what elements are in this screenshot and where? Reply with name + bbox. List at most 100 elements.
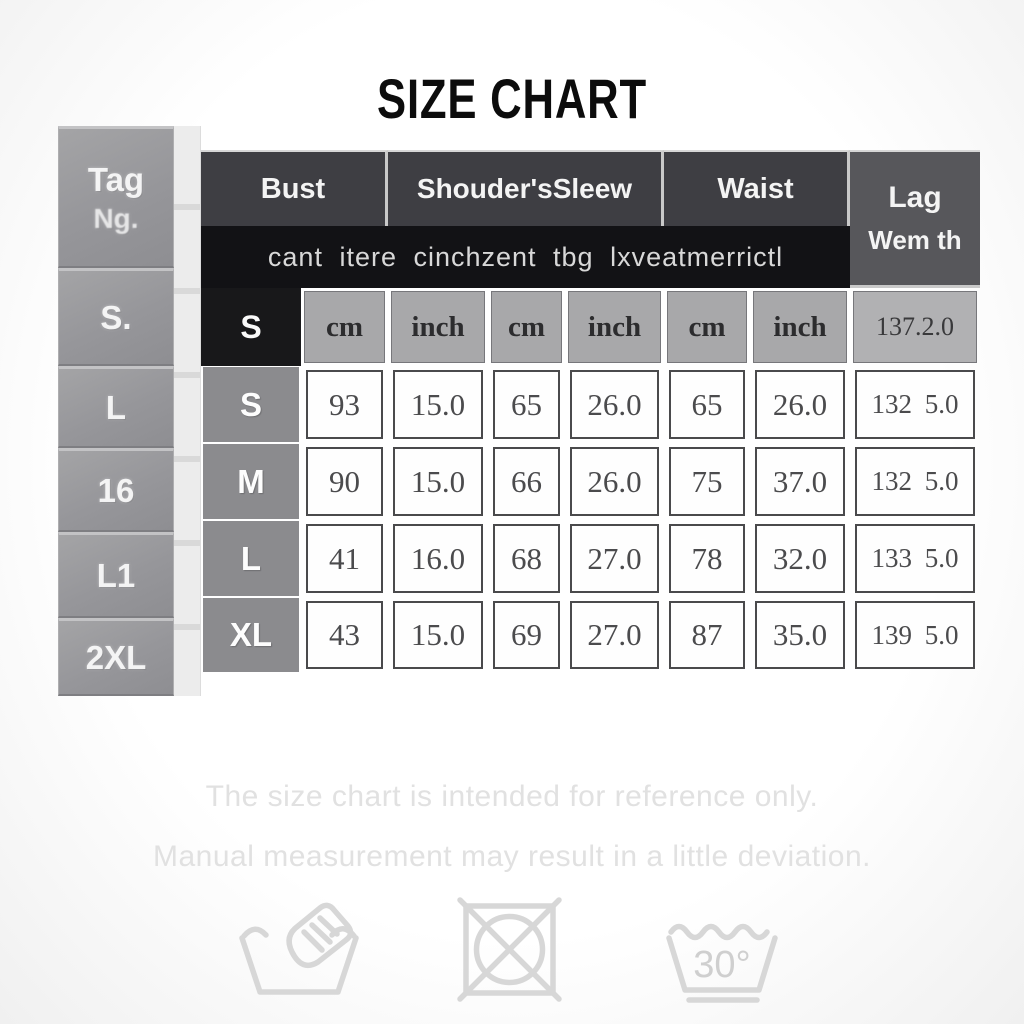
tag-column-side-face [174, 126, 201, 696]
unit-cell: inch [568, 291, 661, 363]
cell-value: 27.0 [587, 540, 642, 576]
cell-value: 16.0 [410, 540, 466, 576]
table-cell: 16.0 [393, 524, 483, 593]
unit-label: inch [773, 310, 827, 343]
cell-value: 15.0 [410, 386, 466, 422]
header-label: Bust [260, 172, 326, 205]
table-cell: 75 [669, 447, 745, 516]
cell-value: 26.0 [587, 386, 642, 422]
cell-value: 27.0 [587, 617, 642, 652]
size-label: L [203, 521, 299, 596]
table-cell: 35.0 [755, 601, 845, 669]
column-header-bust: Bust [201, 150, 388, 226]
unit-cell-size: S [201, 288, 301, 366]
unit-label: S [240, 308, 262, 345]
table-cell: 93 [306, 370, 383, 439]
disclaimer-line-2: Manual measurement may result in a littl… [0, 840, 1024, 874]
column-header-length: Lag Wem th [850, 150, 980, 288]
tag-label: L1 [96, 556, 136, 594]
table-cell: 90 [306, 447, 383, 516]
table-cell: 26.0 [755, 370, 845, 439]
header-label: Shouder'sSleew [416, 173, 633, 204]
tag-label: 16 [97, 471, 135, 509]
table-cell: 27.0 [570, 524, 659, 593]
cell-value: 87 [691, 617, 723, 652]
table-cell: 15.0 [393, 370, 483, 439]
cell-value: 15.0 [410, 617, 466, 652]
cell-value: 90 [329, 463, 360, 499]
tag-label: 2XL [85, 638, 147, 676]
do-not-tumble-dry-icon [457, 897, 562, 1002]
tag-box: S. [58, 268, 174, 366]
table-cell: 65 [669, 370, 745, 439]
table-cell: 132 5.0 [855, 370, 975, 439]
table-cell: 26.0 [570, 447, 659, 516]
unit-label: cm [325, 310, 364, 343]
table-cell: 32.0 [755, 524, 845, 593]
page-title: SIZE CHART [0, 66, 1024, 131]
cell-value: 26.0 [772, 386, 828, 422]
size-label-text: S [239, 385, 262, 423]
cell-value: 133 5.0 [871, 543, 959, 573]
tag-label: L [105, 388, 127, 426]
size-label-text: XL [229, 616, 273, 653]
page-title-text: SIZE CHART [377, 67, 647, 130]
table-cell: 26.0 [570, 370, 659, 439]
cell-value: 78 [691, 540, 723, 576]
cell-value: 75 [691, 463, 723, 499]
size-table: Bust Shouder'sSleew Waist Lag Wem th can… [201, 150, 980, 696]
hand-wash-icon [239, 902, 359, 995]
column-header-waist: Waist [664, 150, 850, 226]
tag-sublabel: Ng. [93, 202, 139, 234]
cell-value: 69 [511, 617, 542, 652]
cell-value: 65 [691, 386, 723, 422]
table-cell: 139 5.0 [855, 601, 975, 669]
tag-label: S. [100, 298, 132, 336]
unit-cell: cm [667, 291, 747, 363]
disclaimer-text: The size chart is intended for reference… [205, 780, 819, 813]
cell-value: 132 5.0 [871, 389, 959, 419]
tag-label: Tag [87, 160, 145, 198]
table-cell: 41 [306, 524, 383, 593]
unit-label: cm [507, 310, 546, 343]
tag-column: Tag Ng. S. L 16 L1 2XL [58, 126, 174, 696]
table-cell: 133 5.0 [855, 524, 975, 593]
cell-value: 26.0 [587, 463, 642, 499]
note-text: cant itere cinchzent tbg lxveatmerrictl [267, 241, 784, 272]
size-label: S [203, 367, 299, 442]
cell-value: 132 5.0 [871, 466, 959, 496]
cell-value: 66 [511, 463, 542, 499]
table-cell: 15.0 [393, 601, 483, 669]
unit-label: inch [587, 310, 642, 343]
unit-label: inch [411, 310, 465, 343]
disclaimer-text: Manual measurement may result in a littl… [153, 840, 871, 873]
tag-box: 16 [58, 448, 174, 532]
table-cell: 69 [493, 601, 560, 669]
size-label: M [203, 444, 299, 519]
table-cell: 78 [669, 524, 745, 593]
table-note-row: cant itere cinchzent tbg lxveatmerrictl [201, 226, 850, 288]
table-cell: 37.0 [755, 447, 845, 516]
tag-box-header: Tag Ng. [58, 126, 174, 268]
table-cell: 65 [493, 370, 560, 439]
unit-label: cm [688, 310, 726, 343]
cell-value: 65 [511, 386, 542, 422]
unit-cell-length: 137.2.0 [853, 291, 977, 363]
cell-value: 15.0 [410, 463, 466, 499]
chart-block: Tag Ng. S. L 16 L1 2XL Bust [58, 126, 980, 696]
cell-value: 35.0 [772, 617, 828, 652]
tag-box: L1 [58, 532, 174, 618]
table-cell: 43 [306, 601, 383, 669]
cell-value: 41 [329, 540, 360, 576]
table-cell: 68 [493, 524, 560, 593]
table-cell: 15.0 [393, 447, 483, 516]
cell-value: 93 [329, 386, 360, 422]
size-label-text: M [237, 462, 265, 500]
unit-label: 137.2.0 [876, 312, 954, 341]
size-label-text: L [240, 539, 262, 577]
unit-cell: cm [304, 291, 385, 363]
table-cell: 132 5.0 [855, 447, 975, 516]
unit-cell: inch [391, 291, 485, 363]
unit-cell: inch [753, 291, 847, 363]
table-cell: 27.0 [570, 601, 659, 669]
